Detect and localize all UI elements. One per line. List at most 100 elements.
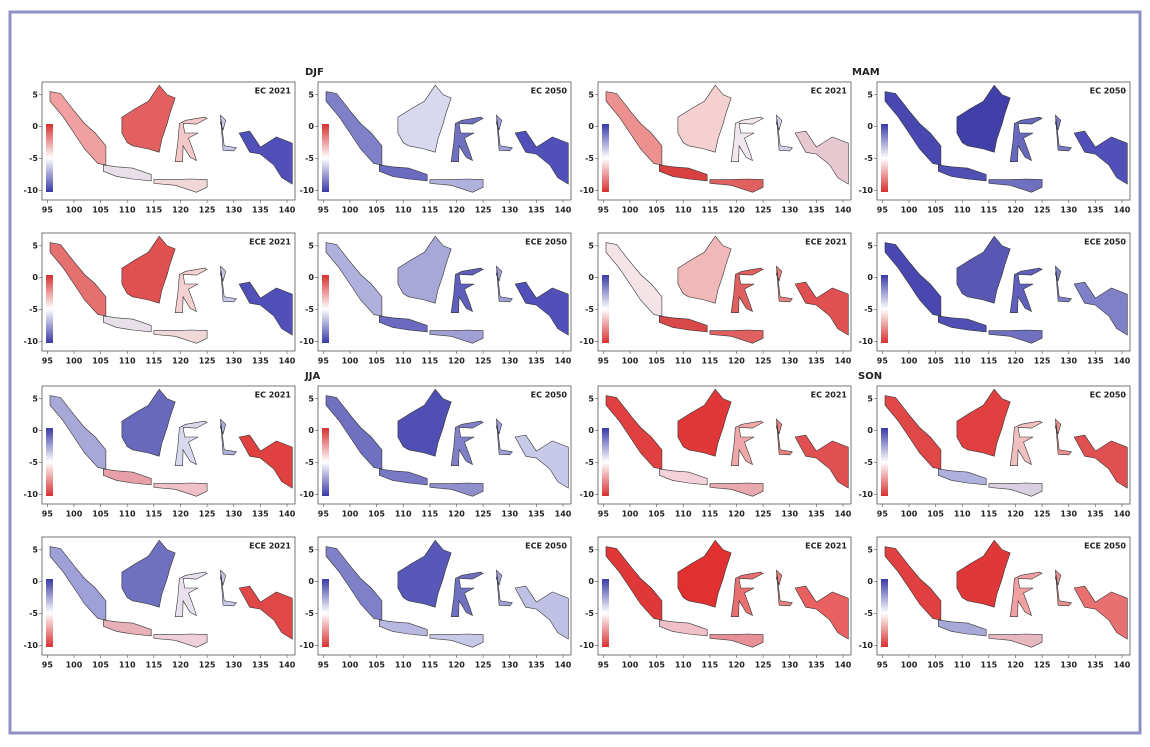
lat-tick-label: -10 bbox=[24, 186, 39, 195]
lon-tick-label: 110 bbox=[954, 206, 971, 215]
lat-tick-label: 5 bbox=[867, 394, 873, 403]
island bbox=[988, 178, 1043, 193]
island bbox=[677, 84, 732, 153]
lat-tick-label: 5 bbox=[308, 90, 314, 99]
lon-tick-label: 100 bbox=[901, 661, 918, 670]
lon-tick-label: 100 bbox=[342, 510, 359, 519]
lat-tick-label: -10 bbox=[24, 641, 39, 650]
island bbox=[220, 569, 237, 607]
lat-tick-label: -5 bbox=[29, 154, 38, 163]
island bbox=[49, 242, 107, 317]
lat-tick-label: -5 bbox=[305, 154, 314, 163]
lon-tick-label: 135 bbox=[252, 661, 269, 670]
lon-tick-label: 125 bbox=[199, 206, 216, 215]
lon-tick-label: 135 bbox=[808, 510, 825, 519]
lon-tick-label: 125 bbox=[755, 206, 772, 215]
panel-title: EC 2021 bbox=[255, 87, 292, 96]
lon-tick-label: 120 bbox=[172, 357, 189, 366]
lat-tick-label: 0 bbox=[867, 273, 873, 282]
lat-tick-label: 0 bbox=[32, 426, 38, 435]
lon-tick-label: 110 bbox=[954, 510, 971, 519]
lon-tick-label: 140 bbox=[835, 357, 852, 366]
lon-tick-label: 115 bbox=[146, 357, 163, 366]
island bbox=[1073, 585, 1128, 640]
lon-tick-label: 125 bbox=[755, 510, 772, 519]
lat-tick-label: -10 bbox=[859, 337, 874, 346]
lat-tick-label: -10 bbox=[859, 641, 874, 650]
lon-tick-label: 100 bbox=[901, 206, 918, 215]
island bbox=[220, 114, 237, 152]
lon-tick-label: 105 bbox=[927, 510, 944, 519]
island bbox=[174, 420, 208, 466]
lat-tick-label: 0 bbox=[32, 577, 38, 586]
island bbox=[153, 633, 208, 648]
map-panel: EC 2050 95 100 105 110 115 120 125 130 135 140 5 0 -5… bbox=[859, 81, 1131, 215]
colorbar bbox=[881, 428, 888, 496]
island bbox=[659, 619, 708, 637]
island bbox=[884, 91, 942, 166]
lat-tick-label: -10 bbox=[24, 490, 39, 499]
lon-tick-label: 140 bbox=[555, 206, 572, 215]
lon-tick-label: 120 bbox=[728, 206, 745, 215]
lat-tick-label: -5 bbox=[29, 305, 38, 314]
island bbox=[677, 235, 732, 304]
lon-tick-label: 125 bbox=[199, 510, 216, 519]
lat-tick-label: 5 bbox=[32, 241, 38, 250]
island bbox=[103, 315, 152, 333]
island bbox=[730, 571, 764, 617]
island bbox=[988, 482, 1043, 497]
lon-tick-label: 105 bbox=[368, 357, 385, 366]
lat-tick-label: -10 bbox=[580, 641, 595, 650]
island bbox=[730, 116, 764, 162]
lat-tick-label: -10 bbox=[300, 337, 315, 346]
lon-tick-label: 105 bbox=[927, 661, 944, 670]
island bbox=[450, 571, 484, 617]
lat-tick-label: 0 bbox=[867, 122, 873, 131]
lon-tick-label: 135 bbox=[252, 357, 269, 366]
lon-tick-label: 100 bbox=[342, 357, 359, 366]
lon-tick-label: 135 bbox=[1087, 661, 1104, 670]
lon-tick-label: 140 bbox=[555, 510, 572, 519]
lon-tick-label: 115 bbox=[702, 357, 719, 366]
map-panel: ECE 2021 95 100 105 110 115 120 125 130 135 140 5 0 -… bbox=[580, 536, 852, 670]
lon-tick-label: 140 bbox=[279, 206, 296, 215]
lon-tick-label: 110 bbox=[119, 661, 136, 670]
island bbox=[429, 633, 484, 648]
island bbox=[121, 539, 176, 608]
island bbox=[174, 267, 208, 313]
island bbox=[514, 130, 569, 185]
lat-tick-label: 5 bbox=[867, 90, 873, 99]
lon-tick-label: 140 bbox=[835, 510, 852, 519]
lon-tick-label: 125 bbox=[1034, 661, 1051, 670]
lon-tick-label: 105 bbox=[368, 661, 385, 670]
lat-tick-label: -5 bbox=[585, 458, 594, 467]
island bbox=[103, 164, 152, 182]
island bbox=[709, 178, 764, 193]
colorbar bbox=[881, 579, 888, 647]
lat-tick-label: -5 bbox=[585, 154, 594, 163]
lat-tick-label: -10 bbox=[300, 641, 315, 650]
lon-tick-label: 140 bbox=[555, 661, 572, 670]
island bbox=[325, 395, 383, 470]
island bbox=[450, 116, 484, 162]
lon-tick-label: 130 bbox=[225, 206, 242, 215]
island bbox=[379, 164, 428, 182]
lat-tick-label: 0 bbox=[308, 426, 314, 435]
island bbox=[379, 315, 428, 333]
island bbox=[325, 546, 383, 621]
lon-tick-label: 95 bbox=[318, 357, 330, 366]
lon-tick-label: 125 bbox=[1034, 206, 1051, 215]
lon-tick-label: 100 bbox=[901, 357, 918, 366]
island bbox=[730, 267, 764, 313]
lon-tick-label: 125 bbox=[199, 357, 216, 366]
lon-tick-label: 115 bbox=[981, 206, 998, 215]
colorbar bbox=[322, 579, 329, 647]
lon-tick-label: 130 bbox=[1060, 661, 1077, 670]
lon-tick-label: 115 bbox=[702, 661, 719, 670]
colorbar bbox=[46, 124, 53, 192]
lat-tick-label: -10 bbox=[580, 490, 595, 499]
map-panel: ECE 2021 95 100 105 110 115 120 125 130 135 140 5 0 -… bbox=[24, 536, 296, 670]
colorbar bbox=[602, 275, 609, 343]
lon-tick-label: 130 bbox=[781, 510, 798, 519]
lat-tick-label: -10 bbox=[300, 490, 315, 499]
